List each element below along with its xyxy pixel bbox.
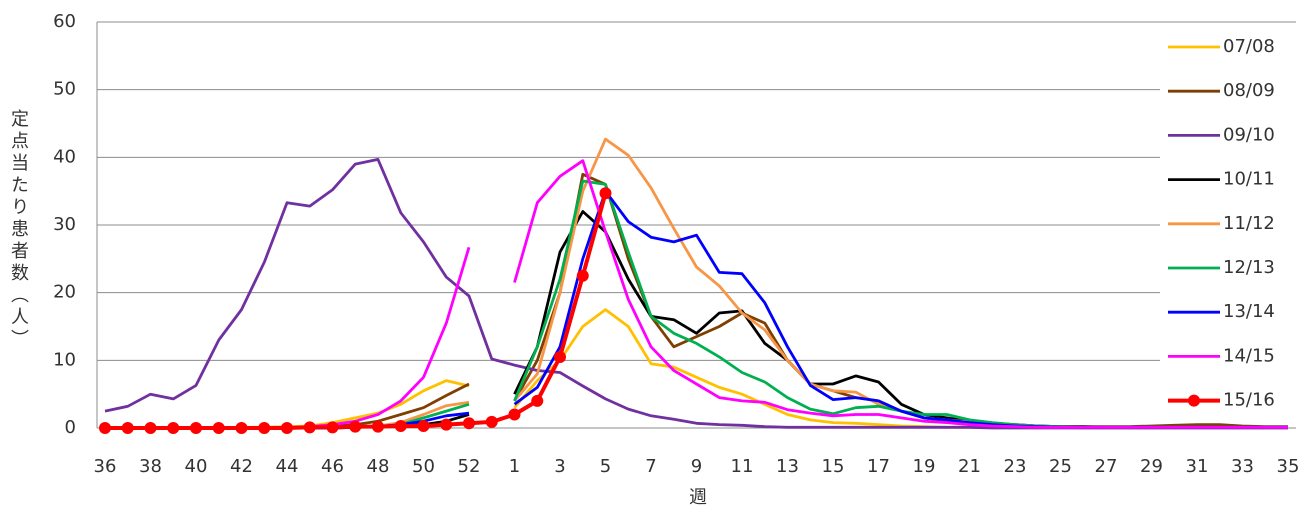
- x-tick-label: 46: [321, 456, 344, 477]
- point: [372, 420, 384, 433]
- x-tick-label: 21: [958, 456, 981, 477]
- point: [508, 408, 521, 421]
- legend-label: 15/16: [1223, 390, 1275, 411]
- legend-label: 13/14: [1223, 301, 1275, 322]
- point: [190, 422, 202, 434]
- x-tick-label: 42: [230, 456, 253, 477]
- x-tick-label: 19: [913, 456, 936, 477]
- legend-label: 14/15: [1223, 345, 1275, 366]
- legend-label: 11/12: [1223, 213, 1275, 234]
- y-tick-label: 10: [53, 349, 76, 370]
- x-tick-label: 3: [554, 456, 565, 477]
- y-tick-label: 60: [53, 11, 76, 32]
- series-line: [104, 158, 1288, 430]
- legend-label: 08/09: [1223, 80, 1275, 101]
- x-tick-label: 27: [1095, 456, 1118, 477]
- y-tick-label: 0: [65, 417, 76, 438]
- x-tick-label: 48: [367, 456, 390, 477]
- point: [463, 417, 475, 430]
- series-line: [105, 159, 1288, 430]
- x-tick-label: 31: [1186, 456, 1209, 477]
- x-tick-label: 5: [600, 456, 611, 477]
- x-tick-label: 40: [185, 456, 208, 477]
- x-tick-label: 50: [412, 456, 435, 477]
- legend-marker: [1188, 394, 1200, 407]
- point: [326, 421, 339, 434]
- y-tick-label: 30: [53, 214, 76, 235]
- point: [440, 418, 453, 431]
- point: [599, 187, 612, 200]
- x-tick-label: 52: [458, 456, 481, 477]
- legend-label: 07/08: [1223, 36, 1275, 57]
- y-tick-label: 40: [53, 146, 76, 167]
- x-tick-label: 23: [1004, 456, 1027, 477]
- point: [417, 419, 430, 432]
- point: [303, 421, 316, 434]
- x-axis-label: 週: [689, 487, 707, 508]
- point: [349, 420, 362, 433]
- y-tick-label: 20: [53, 282, 76, 303]
- x-tick-label: 25: [1049, 456, 1072, 477]
- legend-label: 10/11: [1223, 169, 1275, 190]
- series-line: [105, 189, 1288, 430]
- series-line: [105, 308, 1288, 430]
- x-tick-label: 38: [139, 456, 162, 477]
- series-line: [105, 210, 1288, 430]
- legend-label: 12/13: [1223, 257, 1275, 278]
- x-tick-label: 17: [867, 456, 890, 477]
- x-tick-label: 1: [509, 456, 520, 477]
- x-tick-label: 9: [691, 456, 702, 477]
- x-tick-label: 13: [776, 456, 799, 477]
- x-tick-label: 33: [1231, 456, 1254, 477]
- point: [121, 422, 134, 434]
- point: [235, 422, 248, 434]
- y-axis-label: 定点当たり患者数（人）: [8, 109, 29, 351]
- x-tick-label: 44: [276, 456, 299, 477]
- point: [394, 419, 407, 432]
- point: [576, 269, 589, 282]
- point: [485, 415, 498, 428]
- point: [554, 350, 566, 363]
- x-tick-label: 7: [645, 456, 656, 477]
- point: [144, 422, 157, 434]
- x-tick-label: 36: [94, 456, 117, 477]
- x-tick-label: 11: [731, 456, 754, 477]
- x-tick-label: 15: [822, 456, 845, 477]
- point: [281, 422, 293, 434]
- legend-label: 09/10: [1223, 124, 1275, 145]
- point: [212, 422, 225, 434]
- x-tick-label: 29: [1140, 456, 1163, 477]
- point: [167, 422, 180, 434]
- point: [99, 422, 111, 434]
- point: [531, 394, 544, 407]
- y-tick-label: 50: [53, 79, 76, 100]
- point: [258, 422, 271, 434]
- x-tick-label: 35: [1277, 456, 1300, 477]
